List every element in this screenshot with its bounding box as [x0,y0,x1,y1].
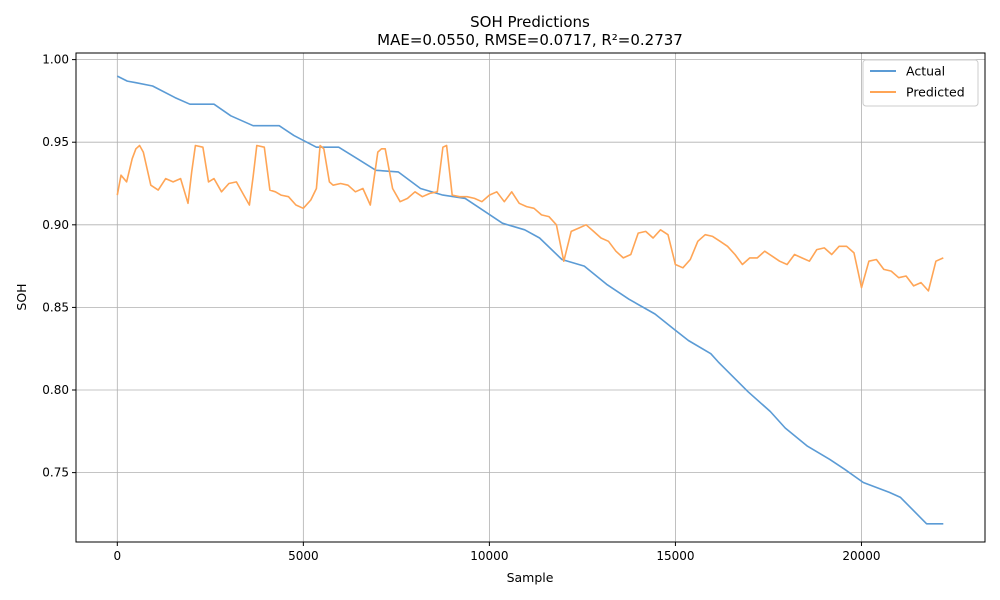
y-tick-label: 1.00 [42,53,69,67]
series-line-predicted [116,144,944,292]
chart-subtitle: MAE=0.0550, RMSE=0.0717, R²=0.2737 [377,31,683,49]
series-line-actual [116,75,944,525]
series-lines [116,75,944,525]
x-tick-label: 20000 [842,549,880,563]
y-tick-label: 0.80 [42,383,69,397]
y-axis-label: SOH [14,283,29,310]
legend: Actual Predicted [862,59,979,107]
legend-actual-label: Actual [906,64,945,79]
y-tick-label: 0.90 [42,218,69,232]
y-tick-label: 0.75 [42,466,69,480]
y-ticks: 0.75 0.80 0.85 0.90 0.95 1.00 [42,53,76,480]
x-axis-label: Sample [507,570,554,585]
x-tick-label: 10000 [470,549,508,563]
x-tick-label: 5000 [288,549,319,563]
chart-title: SOH Predictions [470,13,590,31]
x-tick-label: 0 [113,549,121,563]
plot-frame [75,52,986,543]
y-tick-label: 0.95 [42,135,69,149]
x-tick-label: 15000 [656,549,694,563]
legend-predicted-label: Predicted [906,85,965,100]
grid [76,53,985,542]
x-ticks: 0 5000 10000 15000 20000 [113,542,881,563]
y-tick-label: 0.85 [42,300,69,314]
